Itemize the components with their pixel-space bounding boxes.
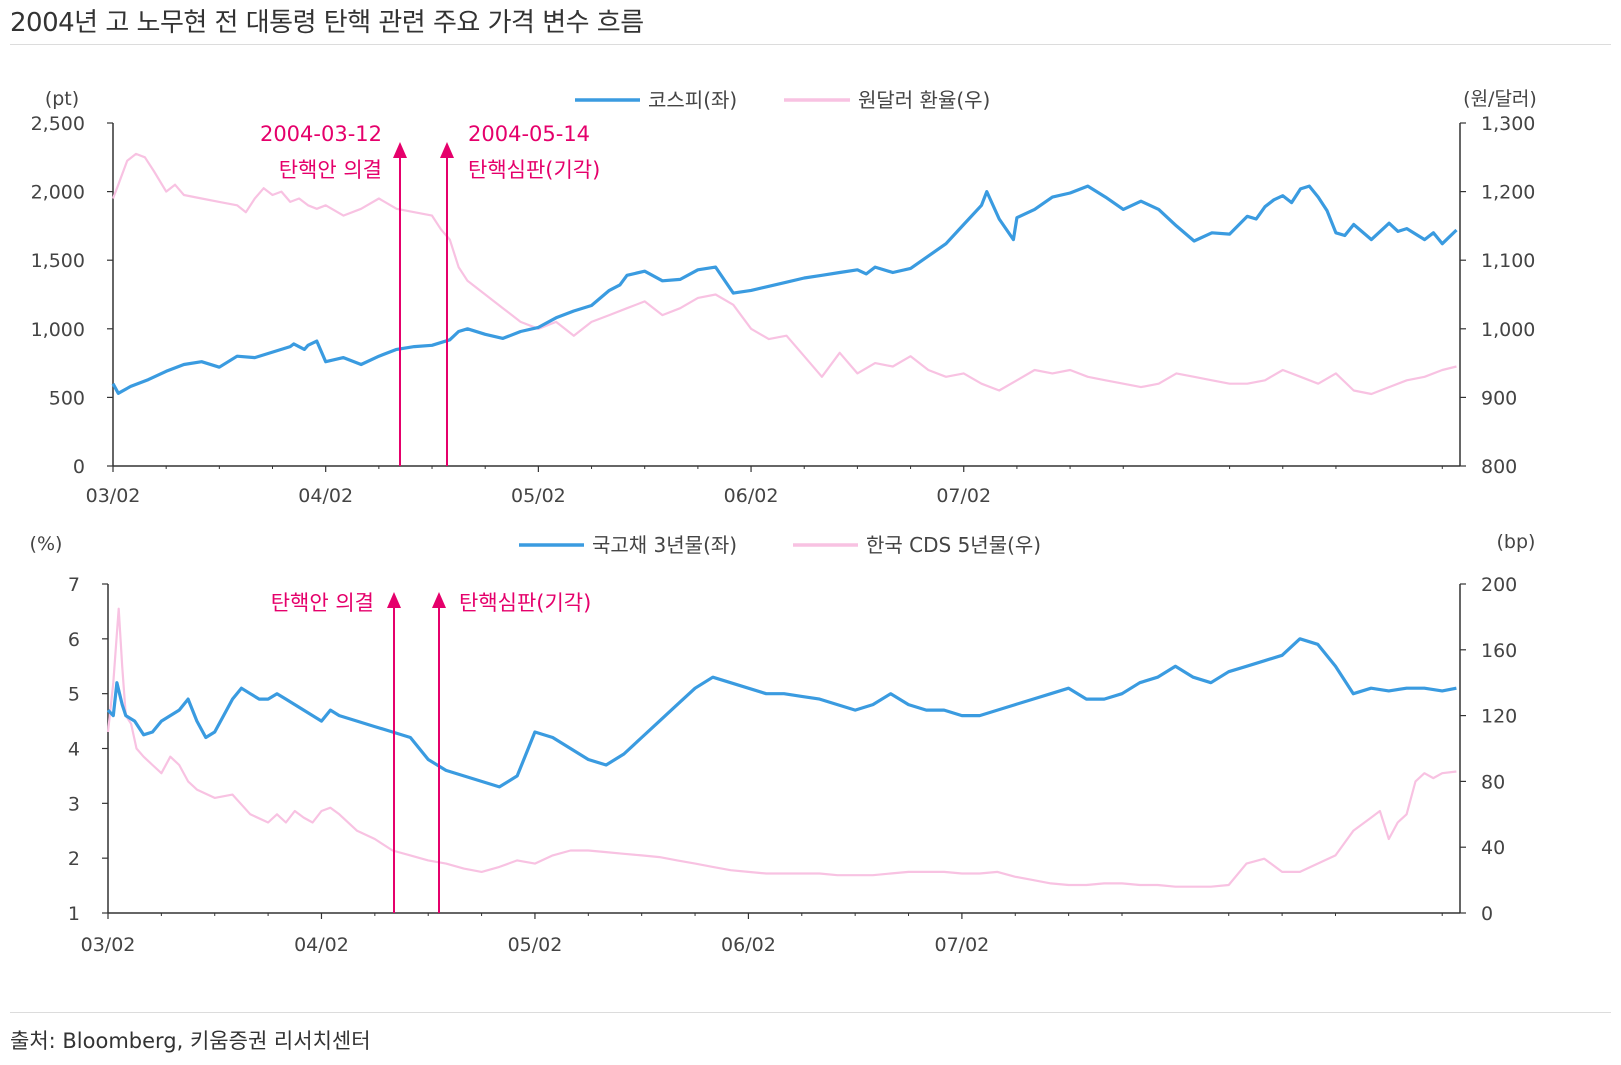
x-tick-label: 05/02 <box>511 485 566 507</box>
annotation-label: 탄핵안 의결 <box>271 591 374 615</box>
annotation-date: 2004-03-12 <box>260 122 382 146</box>
y-right-tick-label: 0 <box>1481 903 1493 925</box>
y-left-tick-label: 3 <box>68 793 80 815</box>
source-divider <box>10 1012 1611 1013</box>
annotation-label: 탄핵심판(기각) <box>459 591 591 615</box>
y-right-unit: (bp) <box>1497 531 1536 553</box>
y-left-tick-label: 2,000 <box>31 182 85 204</box>
y-right-tick-label: 160 <box>1481 640 1517 662</box>
y-left-tick-label: 500 <box>49 387 85 409</box>
annotation-label: 탄핵안 의결 <box>279 158 382 182</box>
annotation-arrow-head <box>387 592 401 608</box>
series-line-primary <box>111 184 1458 395</box>
y-right-tick-label: 40 <box>1481 837 1505 859</box>
x-tick-label: 07/02 <box>935 934 990 956</box>
series-line-secondary <box>111 152 1457 396</box>
legend-label: 코스피(좌) <box>648 88 737 112</box>
y-right-tick-label: 80 <box>1481 771 1505 793</box>
x-tick-label: 06/02 <box>724 485 779 507</box>
series-line-primary <box>106 637 1457 789</box>
y-right-tick-label: 200 <box>1481 574 1517 596</box>
y-left-tick-label: 4 <box>68 739 80 761</box>
source-note: 출처: Bloomberg, 키움증권 리서치센터 <box>10 1029 371 1053</box>
y-right-tick-label: 1,200 <box>1481 182 1535 204</box>
y-left-tick-label: 5 <box>68 684 80 706</box>
x-tick-label: 05/02 <box>508 934 563 956</box>
y-left-tick-label: 2,500 <box>31 113 85 135</box>
chart-kospi-fx: 0 500 1,000 1,500 2,000 2,500 800 900 1,000 1,100… <box>31 88 1537 507</box>
annotation-arrow-head <box>393 142 407 158</box>
legend-label: 한국 CDS 5년물(우) <box>866 533 1041 557</box>
y-left-tick-label: 1 <box>68 903 80 925</box>
y-left-tick-label: 7 <box>68 574 80 596</box>
series-line-secondary <box>106 607 1457 888</box>
annotation-label: 탄핵심판(기각) <box>468 158 600 182</box>
x-tick-label: 04/02 <box>298 485 353 507</box>
annotation-arrow-head <box>432 592 446 608</box>
y-right-tick-label: 800 <box>1481 456 1517 478</box>
x-tick-label: 03/02 <box>81 934 136 956</box>
x-tick-label: 06/02 <box>721 934 776 956</box>
legend-label: 국고채 3년물(좌) <box>592 533 737 557</box>
y-left-tick-label: 1,000 <box>31 319 85 341</box>
chart-bond-cds: 1 2 3 4 5 6 7 0 40 80 120 160 200 03/02 04/02 05/02 06/0… <box>30 531 1536 956</box>
title-divider <box>10 44 1611 45</box>
annotation-date: 2004-05-14 <box>468 122 590 146</box>
y-right-unit: (원/달러) <box>1463 88 1537 110</box>
y-right-tick-label: 1,100 <box>1481 250 1535 272</box>
y-right-tick-label: 900 <box>1481 387 1517 409</box>
y-left-tick-label: 6 <box>68 629 80 651</box>
y-right-tick-label: 1,000 <box>1481 319 1535 341</box>
legend-label: 원달러 환율(우) <box>858 88 990 112</box>
x-tick-label: 04/02 <box>294 934 349 956</box>
x-tick-label: 03/02 <box>86 485 141 507</box>
x-tick-label: 07/02 <box>936 485 991 507</box>
y-left-tick-label: 1,500 <box>31 250 85 272</box>
y-left-tick-label: 0 <box>73 456 85 478</box>
y-left-unit: (pt) <box>45 88 79 110</box>
page-title: 2004년 고 노무현 전 대통령 탄핵 관련 주요 가격 변수 흐름 <box>10 8 644 38</box>
y-left-tick-label: 2 <box>68 848 80 870</box>
annotation-arrow-head <box>440 142 454 158</box>
y-right-tick-label: 1,300 <box>1481 113 1535 135</box>
y-right-tick-label: 120 <box>1481 706 1517 728</box>
y-left-unit: (%) <box>30 533 63 555</box>
